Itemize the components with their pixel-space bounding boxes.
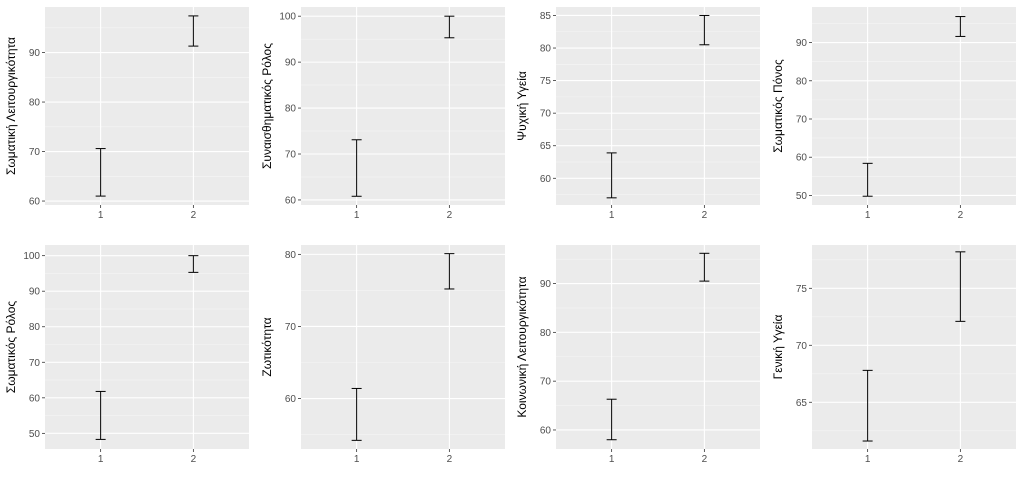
x-tick-label: 1 — [609, 454, 615, 465]
y-tick-label: 90 — [796, 38, 808, 49]
y-tick-label: 80 — [29, 98, 41, 109]
error-bar-2 — [188, 255, 199, 273]
error-bar-2 — [444, 253, 455, 290]
y-axis-label: Ψυχική Υγεία — [515, 71, 529, 141]
x-tick-label: 2 — [702, 454, 708, 465]
plot-background — [812, 7, 1016, 205]
error-bar-1 — [606, 398, 617, 441]
plot-background — [556, 7, 760, 205]
y-tick-label: 70 — [540, 109, 552, 120]
y-tick-label: 60 — [285, 195, 297, 206]
y-tick-label: 60 — [285, 394, 297, 405]
plot-background — [812, 245, 1016, 449]
y-tick-label: 60 — [796, 153, 808, 164]
chart-panel-6: 60 70 80 1 2 Ζωτικότητα — [260, 245, 505, 465]
y-axis-label: Σωματική Λειτουργικότητα — [4, 37, 18, 175]
y-tick-label: 80 — [796, 76, 808, 87]
y-tick-label: 100 — [279, 12, 296, 23]
error-bar-2 — [699, 14, 710, 46]
x-tick-label: 1 — [354, 454, 360, 465]
error-bar-1 — [351, 387, 362, 441]
chart-panel-4: 50 60 70 80 90 1 2 Σωματικός Πόνος — [771, 7, 1016, 221]
y-axis-label: Ζωτικότητα — [260, 317, 274, 376]
y-axis-label: Σωματικός Πόνος — [771, 59, 785, 153]
y-tick-label: 60 — [29, 393, 41, 404]
y-tick-label: 50 — [796, 191, 808, 202]
plot-background — [556, 245, 760, 449]
y-tick-label: 80 — [285, 250, 297, 261]
error-bar-2 — [955, 251, 966, 322]
chart-panel-7: 60 70 80 90 1 2 Κοινωνική Λειτουργικότητα — [515, 245, 760, 465]
y-tick-label: 70 — [29, 147, 41, 158]
x-tick-label: 2 — [191, 210, 197, 221]
x-tick-label: 1 — [98, 210, 104, 221]
x-tick-label: 1 — [609, 210, 615, 221]
y-axis-label: Κοινωνική Λειτουργικότητα — [515, 276, 529, 417]
x-tick-label: 1 — [865, 210, 871, 221]
x-tick-label: 1 — [98, 454, 104, 465]
chart-panel-8: 65 70 75 1 2 Γενική Υγεία — [771, 245, 1016, 465]
y-tick-label: 60 — [29, 197, 41, 208]
error-bar-1 — [95, 390, 106, 440]
y-axis-label: Σωματικός Ρόλος — [4, 301, 18, 394]
y-tick-label: 50 — [29, 429, 41, 440]
error-bar-2 — [444, 15, 455, 39]
x-tick-label: 1 — [865, 454, 871, 465]
chart-panel-3: 60 65 70 75 80 85 1 2 Ψυχική Υγεία — [515, 7, 760, 221]
y-tick-label: 90 — [29, 287, 41, 298]
x-tick-label: 2 — [447, 454, 453, 465]
y-tick-label: 60 — [540, 174, 552, 185]
y-tick-label: 90 — [540, 279, 552, 290]
y-tick-label: 80 — [540, 44, 552, 55]
y-tick-label: 85 — [540, 11, 552, 22]
error-bar-1 — [862, 162, 873, 197]
x-tick-label: 2 — [958, 454, 964, 465]
chart-panel-1: 60 70 80 90 1 2 Σωματική Λειτουργικότητα — [4, 7, 249, 221]
y-tick-label: 75 — [796, 284, 808, 295]
error-bar-1 — [862, 369, 873, 442]
y-tick-label: 80 — [285, 104, 297, 115]
chart-panel-5: 50 60 70 80 90 100 1 2 Σωματικός Ρόλος — [4, 245, 249, 465]
y-tick-label: 60 — [540, 425, 552, 436]
plot-background — [45, 245, 249, 449]
x-tick-label: 2 — [702, 210, 708, 221]
y-tick-label: 80 — [29, 322, 41, 333]
y-tick-label: 70 — [285, 150, 297, 161]
y-tick-label: 70 — [540, 377, 552, 388]
y-axis-label: Συναισθηματικός Ρόλος — [260, 43, 274, 169]
y-tick-label: 70 — [796, 114, 808, 125]
x-tick-label: 2 — [191, 454, 197, 465]
y-tick-label: 90 — [29, 48, 41, 59]
error-bar-1 — [351, 139, 362, 197]
y-tick-label: 70 — [29, 358, 41, 369]
chart-panel-2: 60 70 80 90 100 1 2 Συναισθηματικός Ρόλος — [260, 7, 505, 221]
y-tick-label: 65 — [796, 398, 808, 409]
x-tick-label: 2 — [958, 210, 964, 221]
y-tick-label: 65 — [540, 141, 552, 152]
error-bar-1 — [95, 148, 106, 197]
x-tick-label: 1 — [354, 210, 360, 221]
error-bar-1 — [606, 152, 617, 199]
y-tick-label: 75 — [540, 76, 552, 87]
plot-background — [301, 245, 505, 449]
error-bar-2 — [188, 15, 199, 47]
plot-background — [45, 7, 249, 205]
y-tick-label: 70 — [796, 341, 808, 352]
x-tick-label: 2 — [447, 210, 453, 221]
y-tick-label: 100 — [23, 251, 40, 262]
plot-background — [301, 7, 505, 205]
y-tick-label: 90 — [285, 58, 297, 69]
y-tick-label: 80 — [540, 328, 552, 339]
y-axis-label: Γενική Υγεία — [771, 315, 785, 380]
error-bar-2 — [699, 252, 710, 282]
error-bar-2 — [955, 16, 966, 37]
y-tick-label: 70 — [285, 322, 297, 333]
